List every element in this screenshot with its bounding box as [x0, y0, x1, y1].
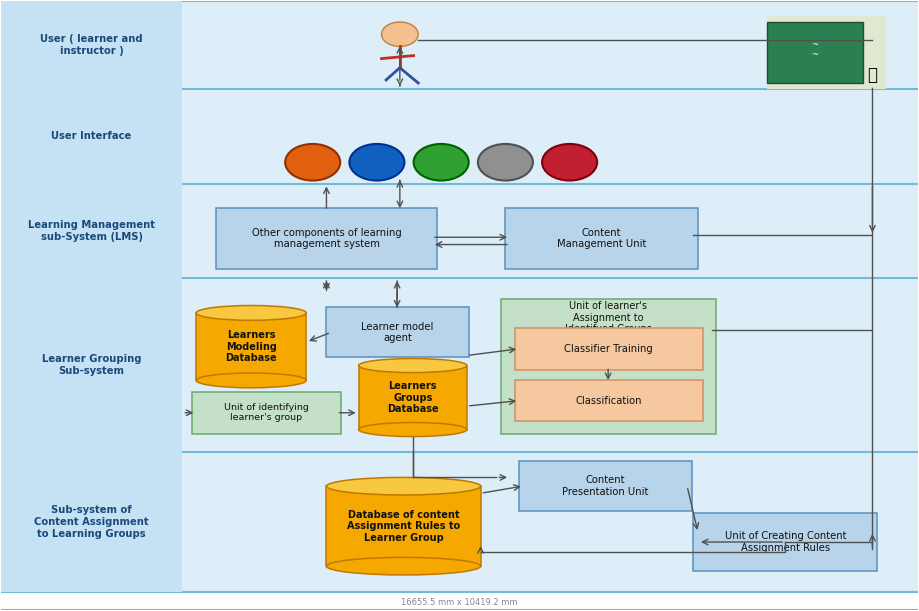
Text: Other components of learning
management system: Other components of learning management … — [252, 228, 402, 249]
FancyBboxPatch shape — [1, 452, 182, 592]
FancyBboxPatch shape — [1, 183, 918, 278]
Text: ~
~: ~ ~ — [811, 40, 818, 59]
FancyBboxPatch shape — [1, 1, 182, 89]
FancyBboxPatch shape — [1, 183, 182, 278]
Circle shape — [381, 22, 418, 46]
Circle shape — [542, 144, 597, 180]
Text: 👤: 👤 — [868, 66, 878, 84]
Circle shape — [414, 144, 469, 180]
FancyBboxPatch shape — [694, 513, 877, 571]
Ellipse shape — [196, 306, 306, 320]
FancyBboxPatch shape — [1, 452, 918, 592]
FancyBboxPatch shape — [766, 16, 886, 89]
Circle shape — [478, 144, 533, 180]
Text: Unit of identifying
learner's group: Unit of identifying learner's group — [224, 403, 309, 422]
Text: Learning Management
sub-System (LMS): Learning Management sub-System (LMS) — [28, 220, 155, 241]
FancyBboxPatch shape — [1, 1, 918, 89]
FancyBboxPatch shape — [1, 278, 182, 452]
Circle shape — [285, 144, 340, 180]
Text: 16655.5 mm x 10419.2 mm: 16655.5 mm x 10419.2 mm — [402, 599, 517, 607]
Text: Content
Presentation Unit: Content Presentation Unit — [562, 475, 649, 497]
FancyBboxPatch shape — [505, 208, 698, 269]
Text: Unit of Creating Content
Assignment Rules: Unit of Creating Content Assignment Rule… — [724, 531, 846, 552]
FancyBboxPatch shape — [1, 89, 918, 183]
FancyBboxPatch shape — [501, 299, 717, 434]
Text: User ( learner and
instructor ): User ( learner and instructor ) — [40, 34, 142, 56]
Text: Sub-system of
Content Assignment
to Learning Groups: Sub-system of Content Assignment to Lear… — [34, 505, 149, 538]
FancyBboxPatch shape — [326, 307, 469, 357]
FancyBboxPatch shape — [191, 392, 341, 434]
Text: Learner Grouping
Sub-system: Learner Grouping Sub-system — [41, 354, 142, 376]
Ellipse shape — [358, 359, 467, 373]
Text: Learner model
agent: Learner model agent — [361, 321, 434, 343]
FancyBboxPatch shape — [216, 208, 437, 269]
Ellipse shape — [196, 373, 306, 388]
FancyBboxPatch shape — [1, 278, 918, 452]
Text: Learners
Groups
Database: Learners Groups Database — [387, 381, 438, 414]
FancyBboxPatch shape — [766, 22, 863, 83]
Text: Database of content
Assignment Rules to
Learner Group: Database of content Assignment Rules to … — [347, 510, 460, 543]
Text: User Interface: User Interface — [51, 131, 131, 141]
FancyBboxPatch shape — [515, 328, 703, 370]
Text: Learners
Modeling
Database: Learners Modeling Database — [225, 330, 277, 364]
FancyBboxPatch shape — [1, 89, 182, 183]
Polygon shape — [358, 365, 467, 430]
FancyBboxPatch shape — [515, 380, 703, 422]
Text: Content
Management Unit: Content Management Unit — [557, 228, 646, 249]
Polygon shape — [326, 486, 481, 566]
Ellipse shape — [358, 423, 467, 437]
Circle shape — [349, 144, 404, 180]
Text: Classification: Classification — [575, 395, 641, 406]
FancyBboxPatch shape — [519, 461, 692, 511]
Text: Unit of learner's
Assignment to
Identifyed Groups: Unit of learner's Assignment to Identify… — [564, 301, 652, 334]
Ellipse shape — [326, 477, 481, 495]
Polygon shape — [196, 313, 306, 381]
Text: Classifier Training: Classifier Training — [564, 344, 653, 354]
Ellipse shape — [326, 557, 481, 575]
